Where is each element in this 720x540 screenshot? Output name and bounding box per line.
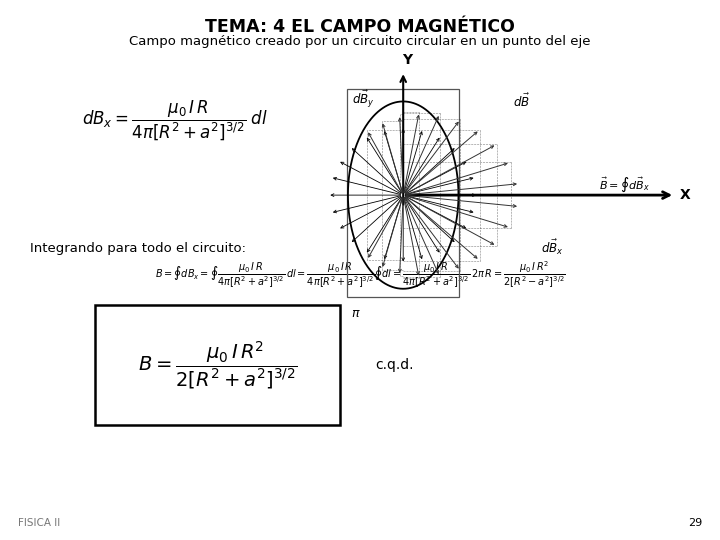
Text: Campo magnético creado por un circuito circular en un punto del eje: Campo magnético creado por un circuito c… (130, 35, 590, 48)
Text: $d\vec{B}_y$: $d\vec{B}_y$ (352, 89, 374, 110)
Text: $B = \dfrac{\mu_0\, I\, R^2}{2\left[R^2 + a^2\right]^{3/2}}$: $B = \dfrac{\mu_0\, I\, R^2}{2\left[R^2 … (138, 339, 297, 391)
Text: $B = \oint dB_x = \oint \dfrac{\mu_0\, I\, R}{4\pi\left[R^2+a^2\right]^{3/2}}\,d: $B = \oint dB_x = \oint \dfrac{\mu_0\, I… (155, 260, 565, 290)
Text: $\pi$: $\pi$ (351, 307, 361, 320)
Text: c.q.d.: c.q.d. (375, 358, 413, 372)
Text: $dB_x = \dfrac{\mu_0\, I\, R}{4\pi\left[R^2 + a^2\right]^{3/2}}\; dl$: $dB_x = \dfrac{\mu_0\, I\, R}{4\pi\left[… (82, 98, 268, 142)
Text: 29: 29 (688, 518, 702, 528)
Text: TEMA: 4 EL CAMPO MAGNÉTICO: TEMA: 4 EL CAMPO MAGNÉTICO (205, 18, 515, 36)
Bar (95, 305, 340, 425)
Text: $d\vec{B}_x$: $d\vec{B}_x$ (541, 238, 564, 256)
Text: Integrando para todo el circuito:: Integrando para todo el circuito: (30, 242, 246, 255)
Text: Y: Y (402, 53, 412, 68)
Text: $\vec{B} = \oint d\vec{B}_x$: $\vec{B} = \oint d\vec{B}_x$ (599, 176, 650, 194)
Text: FISICA II: FISICA II (18, 518, 60, 528)
Text: $d\vec{B}$: $d\vec{B}$ (513, 92, 530, 110)
Text: X: X (680, 188, 690, 202)
